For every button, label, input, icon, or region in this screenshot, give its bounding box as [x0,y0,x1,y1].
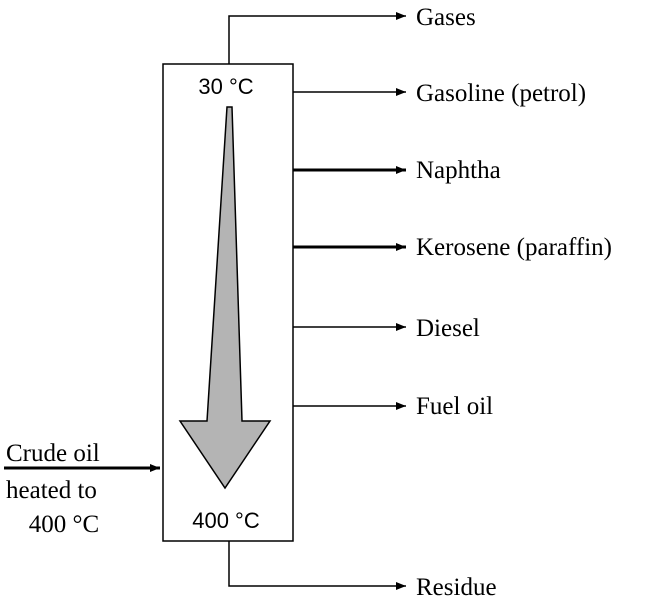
input-label-line1: Crude oil [6,440,100,467]
label-diesel: Diesel [416,315,480,342]
gases-outlet-arrow [228,12,406,64]
bottom-temperature: 400 °C [192,508,260,533]
residue-outlet-arrow [228,541,406,590]
label-residue: Residue [416,574,497,600]
label-fuel-oil: Fuel oil [416,393,493,420]
input-label-line3: 400 °C [29,511,99,538]
temperature-gradient-arrow [178,106,272,490]
label-naphtha: Naphtha [416,157,501,184]
input-label-line2: heated to [6,477,97,504]
top-temperature: 30 °C [198,74,253,99]
label-gases: Gases [416,4,476,31]
label-kerosene: Kerosene (paraffin) [416,234,612,261]
label-gasoline: Gasoline (petrol) [416,80,586,107]
